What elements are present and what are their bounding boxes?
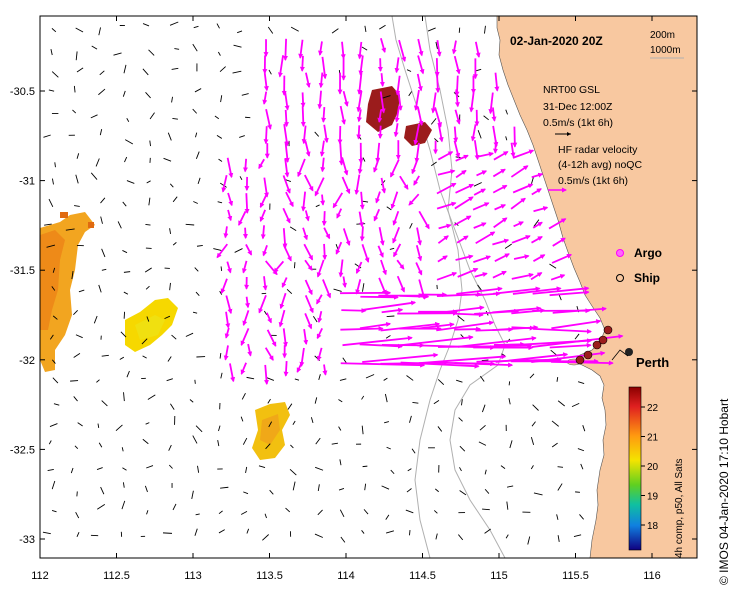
model-arrow — [387, 316, 395, 317]
model-arrow — [55, 162, 56, 167]
perth-label: Perth — [636, 355, 669, 370]
x-tick-label: 113 — [184, 570, 202, 582]
x-tick-label: 114 — [337, 570, 355, 582]
model-legend-date: 31-Dec 12:00Z — [543, 101, 613, 113]
model-arrow — [482, 360, 489, 361]
credit-text: © IMOS 04-Jan-2020 17:10 Hobart — [717, 398, 731, 585]
argo-legend-label: Argo — [634, 246, 662, 260]
model-arrow — [221, 266, 222, 271]
x-tick-label: 115.5 — [562, 570, 589, 582]
y-tick-label: -31 — [19, 176, 35, 188]
radar-arrow — [286, 361, 287, 376]
model-arrow — [70, 381, 78, 382]
radar-arrow — [266, 126, 267, 143]
radar-arrow — [362, 226, 363, 240]
ship-legend-label: Ship — [634, 271, 660, 285]
radar-arrow — [263, 225, 264, 238]
radar-arrow — [245, 228, 246, 238]
radar-arrow — [245, 159, 246, 172]
colorbar-tick-label: 21 — [647, 433, 659, 444]
map-title: 02-Jan-2020 20Z — [510, 34, 603, 48]
colorbar-tick-label: 20 — [647, 462, 659, 473]
radar-arrow — [302, 56, 303, 71]
radar-arrow — [380, 126, 381, 138]
radar-arrow — [437, 74, 438, 92]
sst-colorbar — [629, 387, 641, 550]
radar-legend-line1: HF radar velocity — [558, 144, 638, 156]
model-legend-name: NRT00 GSL — [543, 84, 600, 96]
x-tick-label: 113.5 — [256, 570, 283, 582]
x-tick-label: 114.5 — [409, 570, 436, 582]
radar-arrow — [303, 106, 304, 126]
contour-label-200m: 200m — [650, 30, 675, 41]
contour-label-1000m: 1000m — [650, 45, 681, 56]
model-arrow — [409, 530, 410, 535]
radar-arrow — [324, 211, 325, 225]
radar-arrow — [323, 107, 324, 122]
x-tick-label: 116 — [643, 570, 661, 582]
radar-arrow — [454, 329, 480, 330]
radar-arrow — [455, 127, 456, 142]
radar-legend-scale: 0.5m/s (1kt 6h) — [558, 175, 628, 187]
y-tick-label: -31.5 — [10, 265, 35, 277]
model-arrow — [558, 467, 563, 468]
radar-arrow — [495, 140, 496, 152]
colorbar-tick-label: 22 — [647, 403, 659, 414]
radar-arrow — [359, 125, 360, 138]
radar-arrow — [511, 327, 533, 328]
y-tick-label: -32 — [19, 355, 35, 367]
radar-arrow — [382, 73, 383, 86]
radar-arrow — [360, 297, 397, 298]
radar-arrow — [286, 110, 287, 126]
radar-arrow — [322, 195, 323, 205]
radar-arrow — [246, 193, 247, 213]
x-tick-label: 115 — [490, 570, 508, 582]
y-tick-label: -32.5 — [10, 444, 35, 456]
x-tick-label: 112.5 — [103, 570, 130, 582]
radar-arrow — [303, 92, 304, 106]
radar-arrow — [324, 244, 325, 259]
model-legend-scale: 0.5m/s (1kt 6h) — [543, 117, 613, 129]
y-tick-label: -33 — [19, 534, 35, 546]
radar-arrow — [400, 296, 429, 297]
radar-legend-line2: (4-12h avg) noQC — [558, 159, 642, 171]
colorbar-tick-label: 18 — [647, 521, 659, 532]
x-tick-label: 112 — [31, 570, 49, 582]
colorbar-caption: 4h comp, p50, All Sats — [674, 458, 685, 558]
radar-arrow — [285, 39, 286, 60]
argo-legend-icon — [617, 250, 624, 257]
y-tick-label: -30.5 — [10, 86, 35, 98]
model-arrow — [363, 466, 368, 467]
colorbar-tick-label: 19 — [647, 492, 659, 503]
model-arrow — [163, 533, 172, 534]
